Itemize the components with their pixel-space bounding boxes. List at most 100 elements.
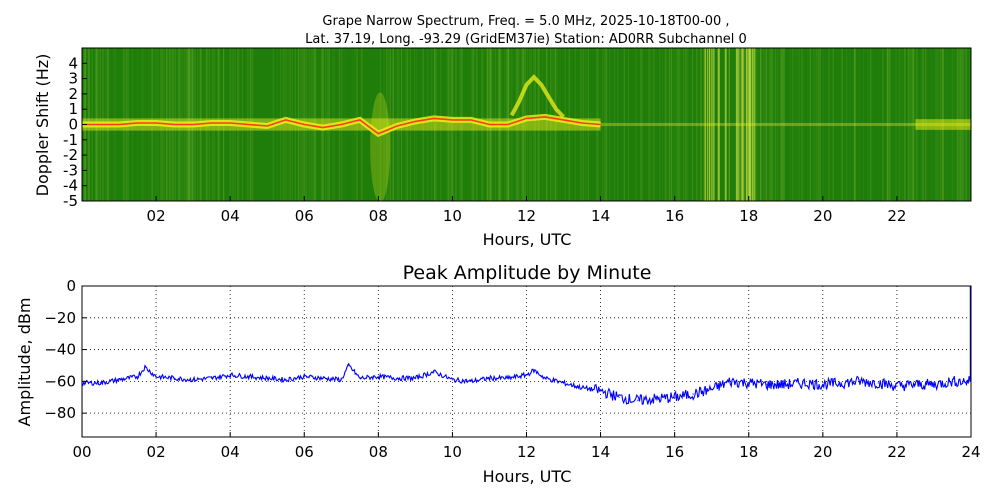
amplitude-x-tick-label: 14: [591, 443, 610, 461]
amplitude-data-point: [581, 386, 583, 389]
amplitude-data-point: [377, 375, 380, 378]
amplitude-data-point: [525, 374, 528, 376]
spectrogram-x-tick-label: 08: [369, 207, 388, 225]
amplitude-data-point: [822, 383, 824, 386]
spectrogram-signal-band: [600, 122, 971, 127]
spectrogram-plot: [81, 47, 972, 202]
amplitude-x-ticks: 00 02 04 06 08 10 12 14 16 18 20 22 24: [72, 432, 981, 461]
amplitude-x-tick-label: 24: [961, 443, 980, 461]
amplitude-data-point: [710, 388, 713, 391]
amplitude-data-point: [896, 385, 898, 387]
spectrogram-x-tick-label: 10: [443, 207, 462, 225]
amplitude-data-point: [803, 382, 806, 384]
spectrum-title-line1: Grape Narrow Spectrum, Freq. = 5.0 MHz, …: [322, 14, 729, 29]
amplitude-data-point: [562, 382, 565, 384]
amplitude-data-point: [877, 382, 880, 384]
amplitude-data-point: [229, 374, 231, 376]
amplitude-data-point: [470, 380, 472, 383]
amplitude-y-tick-label: −20: [44, 309, 76, 327]
spectrogram-y-tick-label: -5: [63, 192, 78, 210]
amplitude-data-point: [914, 383, 917, 386]
spectrogram-x-ticks: 02 04 06 08 10 12 14 16 18 20 22: [147, 196, 906, 225]
amplitude-data-point: [451, 378, 454, 381]
spectrogram-x-tick-label: 04: [221, 207, 240, 225]
amplitude-x-label: Hours, UTC: [483, 467, 572, 486]
amplitude-data-point: [247, 375, 250, 378]
amplitude-data-point: [347, 364, 350, 367]
spectrogram-y-tick-label: -4: [63, 177, 78, 195]
spectrogram-x-tick-label: 02: [147, 207, 166, 225]
spectrogram-x-label: Hours, UTC: [483, 230, 572, 249]
amplitude-data-point: [414, 377, 417, 379]
amplitude-data-point: [784, 383, 787, 386]
amplitude-data-point: [488, 377, 491, 379]
amplitude-data-point: [599, 390, 602, 392]
spectrogram-y-tick-label: 2: [68, 85, 78, 103]
amplitude-data-point: [396, 377, 398, 379]
amplitude-data-point: [544, 377, 546, 379]
amplitude-y-ticks: 0 −20 −40 −60 −80: [44, 277, 87, 422]
amplitude-data-point: [136, 375, 139, 378]
amplitude-data-point: [692, 393, 694, 395]
doppler-secondary-trace: [509, 74, 565, 119]
spectrogram-signal-spread: [370, 92, 391, 201]
amplitude-data-point: [766, 383, 769, 386]
amplitude-x-tick-label: 06: [295, 443, 314, 461]
amplitude-data-point: [433, 371, 435, 373]
spectrogram-x-tick-label: 14: [591, 207, 610, 225]
spectrogram-y-tick-label: -1: [63, 131, 78, 149]
spectrogram-x-tick-label: 18: [739, 207, 758, 225]
amplitude-data-point: [729, 380, 732, 383]
amplitude-data-point: [636, 399, 639, 402]
amplitude-data-point: [118, 378, 120, 381]
amplitude-data-point: [859, 380, 861, 383]
amplitude-background: [82, 286, 971, 437]
spectrum-title-line2: Lat. 37.19, Long. -93.29 (GridEM37ie) St…: [305, 32, 747, 47]
amplitude-data-point: [210, 377, 213, 379]
amplitude-data-point: [321, 377, 324, 379]
amplitude-data-point: [951, 380, 954, 383]
amplitude-data-point: [655, 398, 657, 400]
spectrogram-x-tick-label: 20: [813, 207, 832, 225]
doppler-trace: [82, 116, 601, 135]
spectrogram-y-tick-label: -2: [63, 146, 78, 164]
amplitude-data-point: [266, 377, 269, 379]
amplitude-x-tick-label: 18: [739, 443, 758, 461]
amplitude-x-tick-label: 16: [665, 443, 684, 461]
spectrogram-y-label: Doppler Shift (Hz): [33, 54, 52, 197]
amplitude-x-tick-label: 04: [221, 443, 240, 461]
spectrogram-x-tick-label: 06: [295, 207, 314, 225]
spectrogram-x-tick-label: 22: [887, 207, 906, 225]
amplitude-y-tick-label: −60: [44, 372, 76, 390]
amplitude-data-point: [284, 378, 287, 381]
spectrogram-x-tick-label: 12: [517, 207, 536, 225]
spectrogram-y-tick-label: 3: [68, 70, 78, 88]
amplitude-data-point: [340, 378, 343, 381]
amplitude-data-point: [968, 380, 970, 383]
amplitude-x-tick-label: 22: [887, 443, 906, 461]
spectrogram-y-tick-label: -3: [63, 161, 78, 179]
amplitude-x-tick-label: 02: [147, 443, 166, 461]
amplitude-y-tick-label: −40: [44, 341, 76, 359]
amplitude-y-tick-label: 0: [66, 277, 76, 295]
amplitude-data-point: [173, 377, 176, 379]
spectrogram-y-tick-label: 0: [68, 116, 78, 134]
amplitude-data-point: [618, 396, 620, 399]
amplitude-data-point: [99, 382, 102, 384]
amplitude-data-point: [673, 396, 676, 399]
amplitude-y-tick-label: −80: [44, 404, 76, 422]
amplitude-y-label: Amplitude, dBm: [15, 298, 34, 427]
amplitude-x-tick-label: 20: [813, 443, 832, 461]
amplitude-data-point: [507, 377, 509, 379]
amplitude-data-point: [359, 377, 361, 379]
amplitude-plot: [81, 285, 972, 438]
spectrogram-signal-band: [915, 119, 971, 130]
spectrogram-x-tick-label: 16: [665, 207, 684, 225]
amplitude-data-point: [144, 366, 146, 368]
amplitude-data-point: [840, 382, 843, 384]
amplitude-grid: [82, 286, 971, 437]
amplitude-data-point: [192, 378, 194, 381]
amplitude-data-point: [747, 382, 750, 384]
amplitude-x-tick-label: 12: [517, 443, 536, 461]
